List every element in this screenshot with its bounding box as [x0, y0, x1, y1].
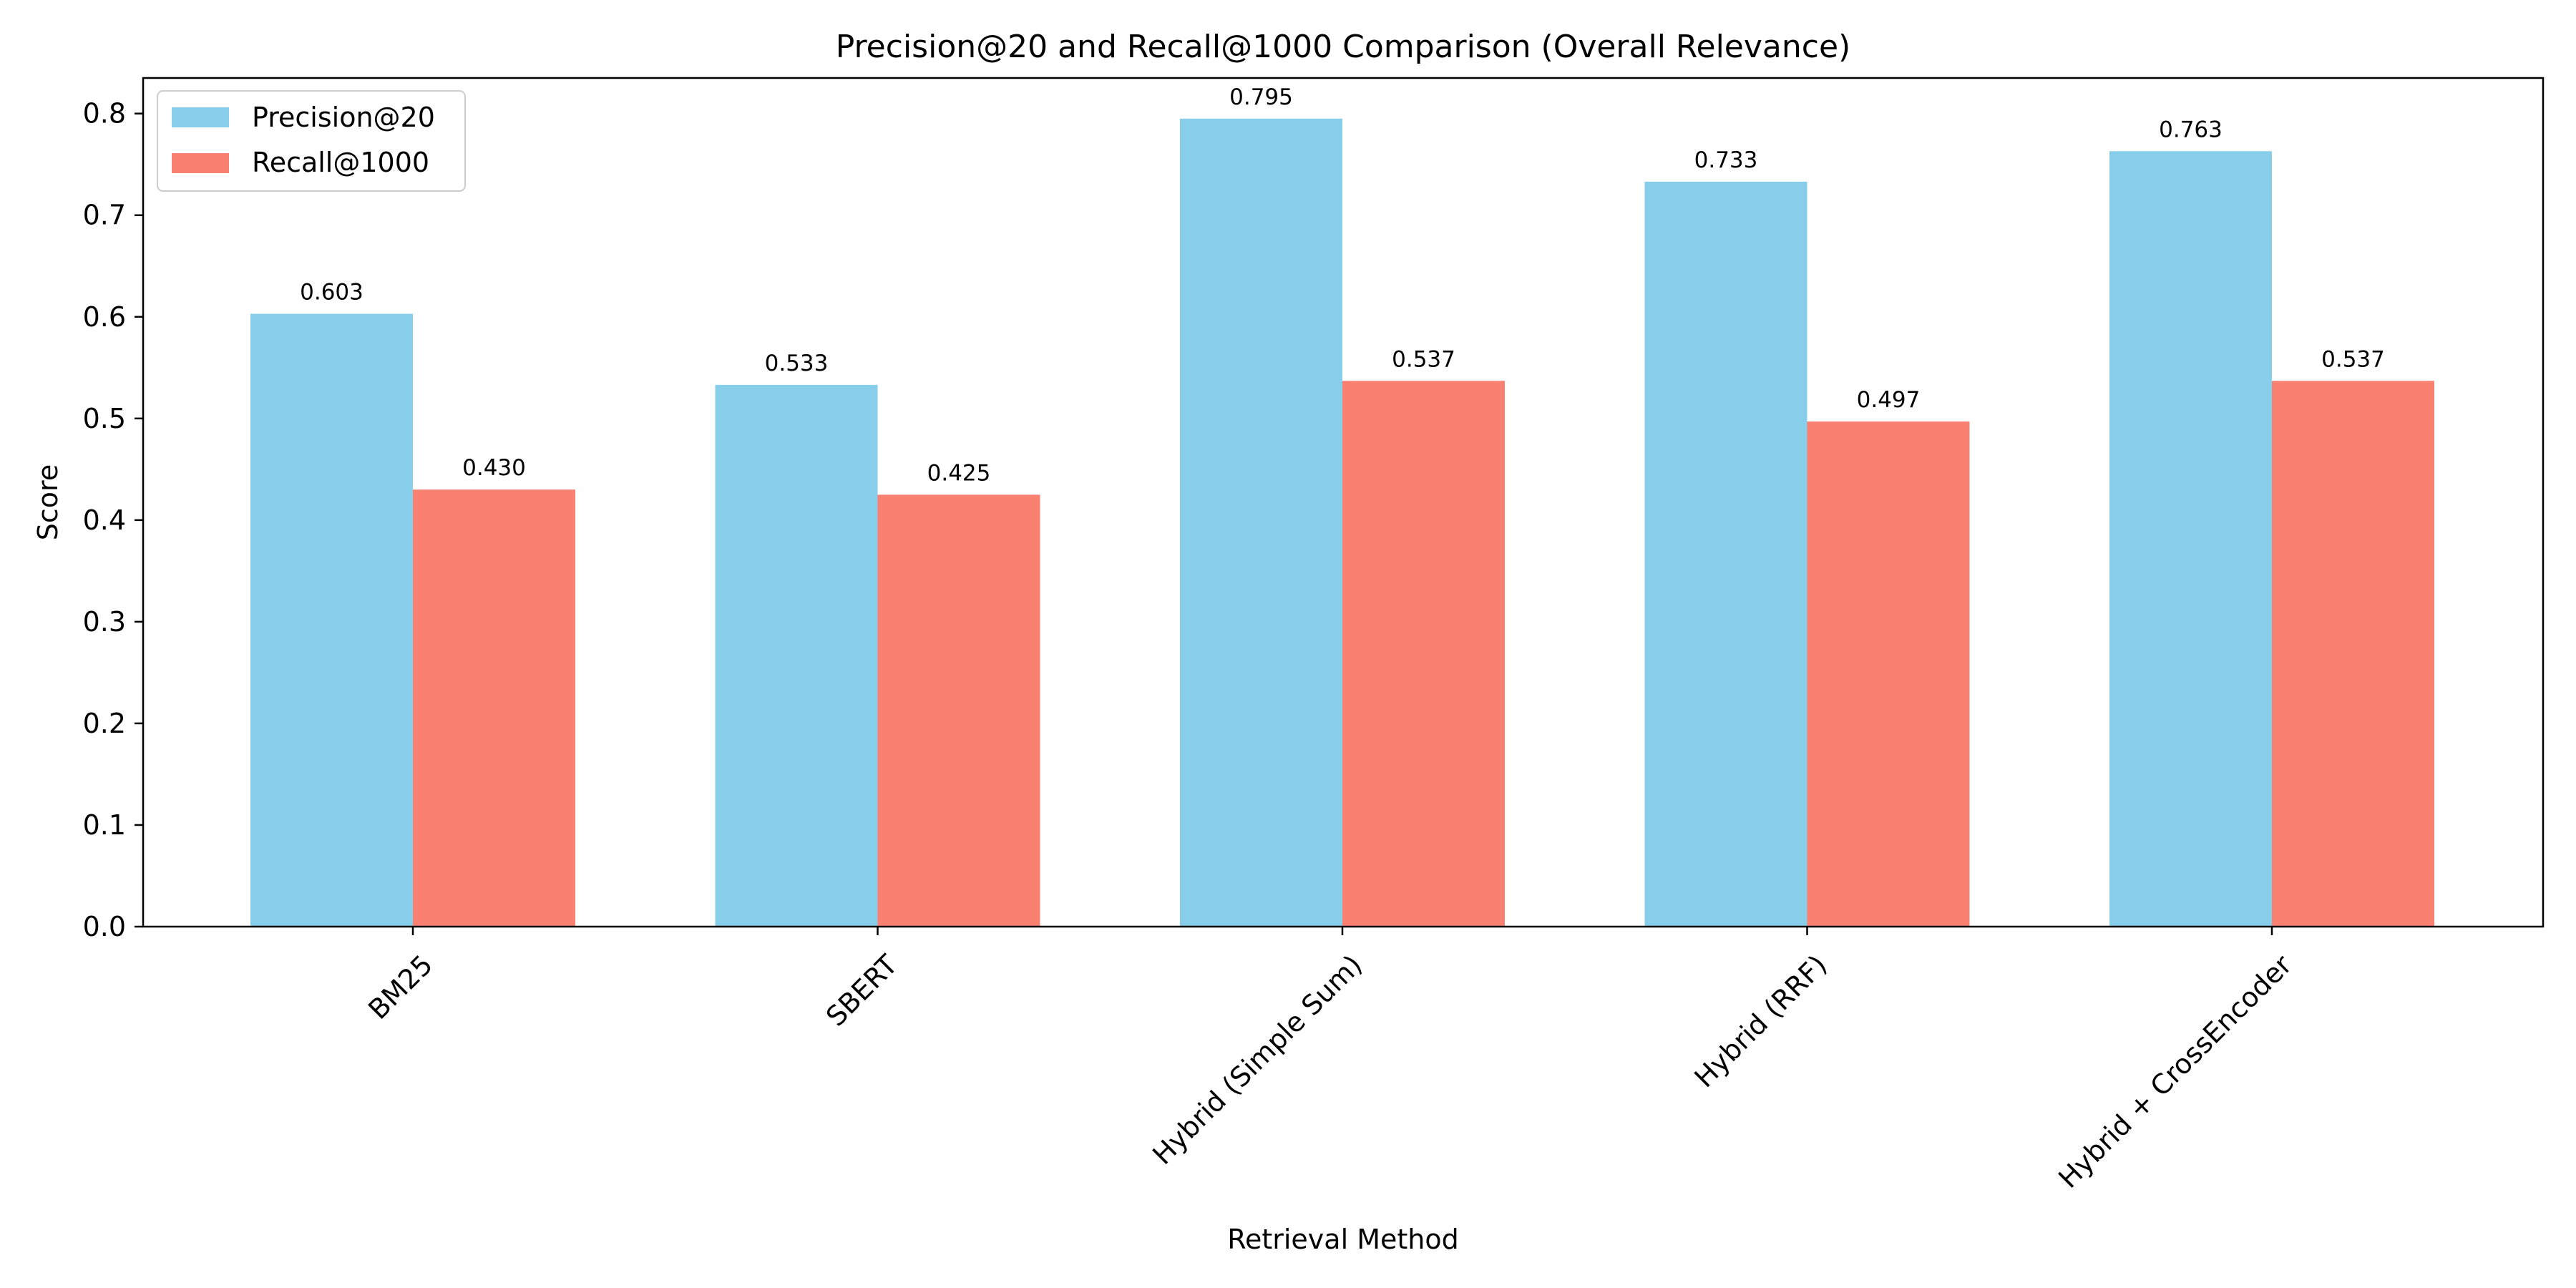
y-axis-label: Score [32, 464, 64, 540]
legend-swatch-precision [172, 107, 229, 127]
data-label-precision-20-hybrid-rrf: 0.733 [1694, 147, 1758, 173]
y-tick-label: 0.7 [83, 200, 126, 231]
legend-label-precision: Precision@20 [252, 102, 435, 133]
x-tick-label-sbert: SBERT [820, 949, 904, 1033]
bar-recall-1000-bm25 [413, 489, 575, 927]
bar-recall-1000-hybrid-crossencoder [2272, 381, 2434, 927]
data-label-recall-1000-hybrid-simple-sum: 0.537 [1392, 346, 1455, 372]
y-tick-label: 0.4 [83, 504, 126, 536]
x-axis: BM25 SBERT Hybrid (Simple Sum) Hybrid (RRF)… [362, 927, 2298, 1194]
bar-recall-1000-hybrid-simple-sum [1342, 381, 1505, 927]
y-tick-label: 0.5 [83, 403, 126, 434]
data-label-precision-20-bm25: 0.603 [300, 280, 364, 306]
data-label-recall-1000-bm25: 0.430 [462, 455, 526, 481]
data-label-recall-1000-hybrid-rrf: 0.497 [1857, 387, 1921, 413]
y-tick-label: 0.6 [83, 301, 126, 333]
data-label-precision-20-sbert: 0.533 [765, 351, 829, 376]
legend: Precision@20 Recall@1000 [157, 90, 466, 192]
legend-label-recall: Recall@1000 [252, 147, 429, 178]
y-tick-label: 0.2 [83, 708, 126, 739]
y-axis: 0.0 0.1 0.2 0.3 0.4 0.5 0.6 0.7 0.8 [83, 98, 143, 942]
y-tick-label: 0.8 [83, 98, 126, 130]
chart-title: Precision@20 and Recall@1000 Comparison … [836, 29, 1850, 65]
y-tick-label: 0.0 [83, 911, 126, 942]
data-label-precision-20-hybrid-simple-sum: 0.795 [1229, 84, 1293, 110]
bar-precision-20-sbert [715, 384, 878, 927]
x-tick-label-hybrid-crossencoder: Hybrid + CrossEncoder [2052, 949, 2298, 1194]
x-axis-label: Retrieval Method [1227, 1224, 1458, 1255]
x-tick-label-hybrid-rrf: Hybrid (RRF) [1689, 949, 1833, 1093]
y-tick-label: 0.1 [83, 809, 126, 841]
bar-precision-20-hybrid-crossencoder [2109, 151, 2272, 927]
x-tick-label-bm25: BM25 [362, 949, 439, 1025]
bars-group [250, 118, 2434, 927]
bar-recall-1000-sbert [877, 494, 1040, 927]
bar-precision-20-bm25 [250, 313, 413, 927]
legend-frame [157, 90, 466, 192]
x-tick-label-hybrid-simple-sum: Hybrid (Simple Sum) [1146, 949, 1368, 1171]
data-label-recall-1000-sbert: 0.425 [927, 460, 991, 486]
data-label-recall-1000-hybrid-crossencoder: 0.537 [2321, 346, 2385, 372]
bar-precision-20-hybrid-rrf [1644, 181, 1807, 927]
bar-recall-1000-hybrid-rrf [1807, 421, 1970, 927]
bar-labels-group: 0.603 0.430 0.533 0.425 0.795 0.537 0.733 0.497… [300, 84, 2385, 487]
y-tick-label: 0.3 [83, 606, 126, 638]
data-label-precision-20-hybrid-crossencoder: 0.763 [2159, 117, 2223, 142]
bar-precision-20-hybrid-simple-sum [1180, 118, 1342, 927]
legend-swatch-recall [172, 153, 229, 173]
